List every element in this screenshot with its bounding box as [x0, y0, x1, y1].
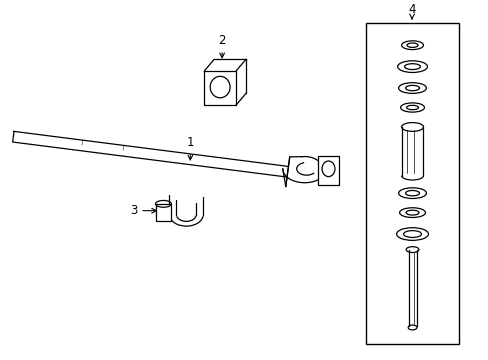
Bar [155, 204, 171, 221]
Bar [317, 156, 339, 185]
Text: 4: 4 [407, 3, 415, 19]
Text: 1: 1 [186, 136, 194, 160]
Bar [366, 23, 458, 344]
Bar [204, 71, 236, 105]
Text: 3: 3 [130, 204, 156, 217]
Text: 2: 2 [218, 34, 225, 58]
